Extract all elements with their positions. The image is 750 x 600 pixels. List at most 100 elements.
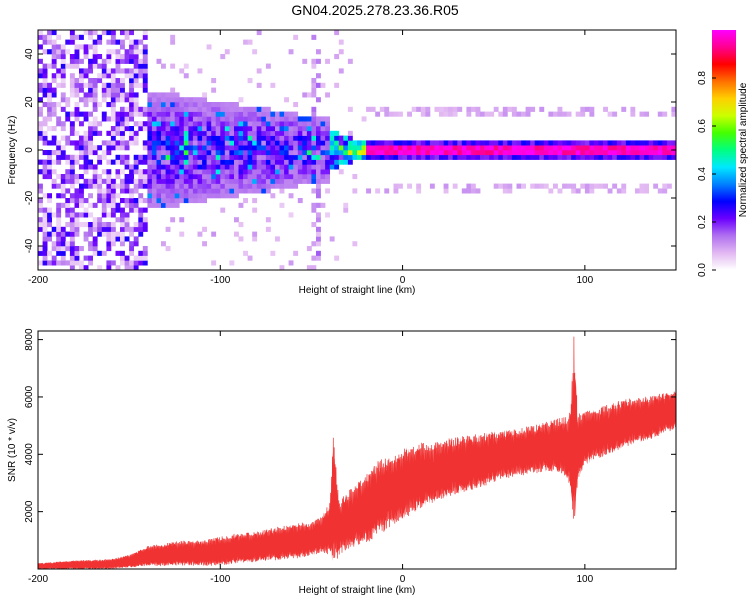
spectrogram-cell: [612, 140, 618, 146]
spectrogram-cell: [206, 164, 212, 170]
spectrogram-cell: [101, 111, 107, 117]
spectrogram-cell: [38, 226, 43, 232]
spectrogram-cell: [129, 193, 134, 199]
spectrogram-cell: [316, 116, 321, 122]
spectrogram-cell: [548, 145, 554, 151]
spectrogram-cell: [379, 106, 385, 112]
spectrogram-cell: [247, 159, 253, 165]
spectrogram-cell: [92, 116, 98, 122]
spectrogram-cell: [192, 130, 198, 136]
spectrogram-cell: [612, 111, 618, 117]
spectrogram-cell: [270, 169, 276, 175]
spectrogram-cell: [101, 212, 107, 218]
spectrogram-cell: [202, 241, 207, 247]
spectrogram-cell: [338, 39, 344, 45]
spectrogram-cell: [106, 116, 112, 122]
spectrogram-cell: [434, 145, 440, 151]
spectrogram-cell: [133, 97, 139, 103]
spectrogram-cell: [325, 178, 330, 184]
spectrogram-cell: [65, 198, 71, 204]
spectrogram-cell: [598, 150, 604, 156]
spectrogram-cell: [238, 97, 244, 103]
spectrogram-cell: [311, 92, 317, 98]
spectrogram-cell: [261, 130, 267, 136]
spectrogram-cell: [88, 145, 93, 151]
spectrogram-cell: [106, 82, 112, 88]
spectrogram-cell: [170, 159, 176, 165]
spectrogram-cell: [461, 140, 467, 146]
spectrogram-cell: [156, 183, 162, 189]
spectrogram-cell: [220, 193, 226, 199]
spectrogram-cell: [51, 87, 57, 93]
spectrogram-cell: [188, 106, 194, 112]
spectrogram-cell: [475, 145, 481, 151]
spectrogram-cell: [261, 183, 267, 189]
spectrogram-cell: [238, 188, 244, 194]
spectrogram-cell: [484, 150, 490, 156]
spectrogram-cell: [129, 92, 134, 98]
spectrogram-cell: [571, 145, 577, 151]
spectrogram-cell: [88, 68, 93, 74]
spectrogram-cell: [284, 140, 289, 146]
spectrogram-cell: [238, 236, 244, 242]
spectrogram-cell: [666, 145, 672, 151]
spectrogram-cell: [92, 150, 98, 156]
spectrogram-cell: [662, 188, 668, 194]
spectrogram-cell: [92, 63, 98, 69]
spectrogram-cell: [79, 150, 84, 156]
spectrogram-cell: [325, 159, 330, 165]
spectrogram-cell: [265, 121, 271, 127]
spectrogram-cell: [639, 154, 645, 160]
spectrogram-cell: [229, 178, 235, 184]
spectrogram-cell: [548, 111, 554, 117]
spectrogram-cell: [74, 154, 80, 160]
spectrogram-cell: [270, 183, 276, 189]
spectrogram-cell: [60, 236, 66, 242]
spectrogram-cell: [297, 116, 303, 122]
spectrogram-cell: [97, 250, 103, 256]
spectrogram-cell: [575, 154, 581, 160]
spectrogram-cell: [457, 140, 463, 146]
spectrogram-cell: [220, 178, 226, 184]
spectrogram-cell: [69, 63, 75, 69]
spectrogram-cell: [548, 140, 554, 146]
spectrogram-cell: [188, 183, 194, 189]
spectrogram-cell: [38, 130, 43, 136]
spectrogram-cell: [79, 183, 84, 189]
spectrogram-cell: [297, 121, 303, 127]
spectrogram-cell: [120, 241, 125, 247]
spectrogram-cell: [284, 121, 289, 127]
spectrogram-cell: [457, 154, 463, 160]
spectrogram-cell: [220, 130, 226, 136]
spectrogram-cell: [284, 159, 289, 165]
spectrogram-cell: [580, 106, 586, 112]
spectrogram-cell: [375, 145, 381, 151]
spectrogram-cell: [311, 174, 317, 180]
spectrogram-cell: [56, 193, 62, 199]
spectrogram-cell: [338, 140, 344, 146]
spectrogram-cell: [142, 174, 148, 180]
spectrogram-cell: [352, 145, 358, 151]
spectrogram-cell: [320, 140, 326, 146]
spectrogram-cell: [343, 150, 349, 156]
spectrogram-cell: [284, 135, 289, 141]
spectrogram-cell: [79, 212, 84, 218]
spectrogram-cell: [238, 174, 244, 180]
spectrogram-cell: [174, 198, 180, 204]
spectrogram-cell: [644, 111, 649, 117]
spectrogram-cell: [92, 87, 98, 93]
spectrogram-cell: [229, 116, 235, 122]
spectrogram-cell: [129, 265, 134, 270]
spectrogram-cell: [124, 97, 130, 103]
spectrogram-cell: [247, 126, 253, 132]
spectrogram-cell: [625, 145, 631, 151]
spectrogram-cell: [384, 145, 390, 151]
spectrogram-cell: [174, 116, 180, 122]
spectrogram-cell: [284, 130, 289, 136]
spectrogram-cell: [138, 49, 144, 55]
spectrogram-cell: [215, 183, 221, 189]
spectrogram-cell: [293, 116, 299, 122]
spectrogram-cell: [366, 140, 371, 146]
spectrogram-cell: [671, 150, 676, 156]
spectrogram-cell: [69, 231, 75, 237]
